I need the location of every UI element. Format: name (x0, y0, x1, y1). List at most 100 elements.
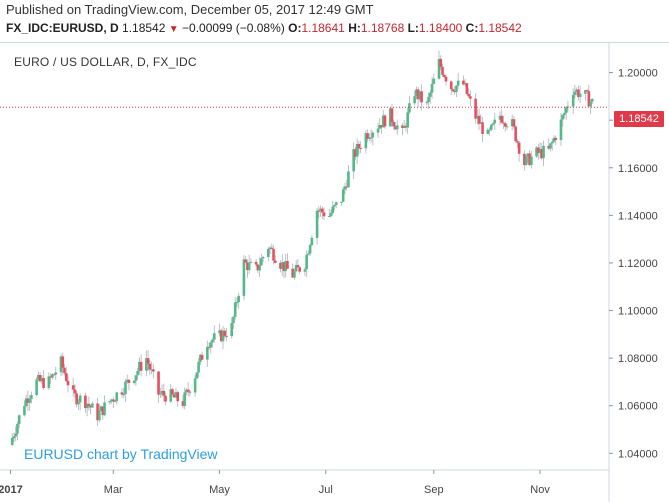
candle-up (115, 392, 119, 402)
candle-down (66, 380, 70, 386)
candle-up (327, 215, 331, 217)
candle-up (145, 358, 148, 371)
candle-up (589, 101, 592, 107)
y-tick-label: 1.12000 (618, 258, 658, 270)
watermark-link[interactable]: EURUSD chart by TradingView (24, 446, 218, 462)
candle-down (500, 115, 504, 123)
candle-down (439, 58, 443, 67)
candle-down (359, 147, 362, 149)
candle-down (420, 91, 423, 103)
candle-up (526, 153, 530, 157)
candle-up (319, 208, 322, 211)
candle-up (402, 125, 406, 129)
candle-up (530, 156, 533, 166)
x-tick-label: Sep (424, 484, 444, 496)
low-value: 1.18400 (418, 21, 463, 35)
candle-down (164, 395, 167, 402)
candle-up (341, 189, 345, 202)
candle-up (54, 372, 58, 375)
candle-up (476, 115, 479, 119)
last-price-tag: 1.18542 (614, 111, 664, 127)
candle-up (381, 115, 385, 128)
candle-down (517, 142, 521, 154)
candle-up (371, 132, 375, 138)
candle-up (493, 119, 497, 124)
candle-down (188, 391, 192, 393)
candle-down (279, 262, 282, 269)
candle-up (355, 143, 359, 157)
candle-down (523, 153, 526, 166)
candle-down (401, 125, 404, 129)
x-tick-label: Jul (319, 484, 333, 496)
candle-up (308, 245, 312, 254)
candle-up (10, 438, 14, 446)
candle-up (91, 403, 94, 408)
candle-up (305, 254, 308, 270)
candle-down (272, 248, 275, 261)
candle-down (481, 122, 484, 134)
candle-up (535, 147, 538, 157)
candle-up (242, 259, 246, 296)
candle-up (260, 258, 263, 266)
candle-up (368, 137, 371, 139)
candle-down (171, 389, 174, 395)
candle-down (223, 330, 227, 336)
candle-down (467, 93, 470, 97)
candle-up (247, 262, 251, 271)
candle-up (113, 401, 117, 403)
candle-down (442, 74, 446, 77)
candle-up (230, 323, 234, 337)
y-tick-label: 1.14000 (618, 210, 658, 222)
candle-up (550, 141, 554, 144)
candle-down (207, 346, 211, 348)
candle-down (64, 373, 68, 381)
low-label: L: (407, 21, 419, 35)
candle-up (505, 126, 509, 128)
candle-up (395, 125, 399, 130)
candle-down (345, 186, 348, 188)
candle-up (479, 122, 483, 124)
candle-down (111, 399, 115, 402)
candle-up (40, 378, 44, 382)
candle-up (28, 398, 31, 403)
candle-up (233, 302, 237, 317)
candle-up (17, 415, 21, 424)
candle-down (219, 330, 223, 342)
candle-up (268, 247, 272, 250)
candle-up (134, 375, 138, 381)
candle-down (181, 401, 185, 406)
candle-down (322, 212, 326, 217)
candle-up (334, 202, 338, 205)
candle-up (150, 369, 153, 371)
candle-down (127, 379, 131, 383)
candle-up (37, 375, 40, 380)
candle-down (503, 123, 507, 127)
candle-up (185, 389, 188, 393)
candle-up (98, 410, 101, 421)
candle-up (47, 376, 51, 388)
candle-down (528, 153, 531, 166)
candle-up (437, 58, 441, 79)
candle-up (333, 204, 336, 207)
candle-down (453, 91, 457, 93)
candle-up (455, 85, 458, 92)
candle-down (380, 125, 383, 128)
candle-up (340, 201, 343, 203)
candle-up (267, 249, 270, 258)
x-tick-label: Mar (104, 484, 123, 496)
symbol-quote-line: FX_IDC:EURUSD, D 1.18542 ▼ −0.00099 (−0.… (6, 21, 522, 35)
candle-down (357, 143, 361, 148)
candle-down (291, 268, 294, 278)
candle-up (524, 156, 528, 166)
candle-up (542, 145, 545, 159)
candle-up (425, 102, 429, 104)
candle-up (303, 269, 307, 272)
candle-up (284, 260, 288, 272)
candle-up (125, 379, 129, 382)
y-tick-label: 1.06000 (618, 401, 658, 413)
candle-down (449, 81, 453, 90)
candle-down (200, 354, 204, 360)
candle-up (486, 129, 490, 134)
candle-down (282, 262, 286, 272)
